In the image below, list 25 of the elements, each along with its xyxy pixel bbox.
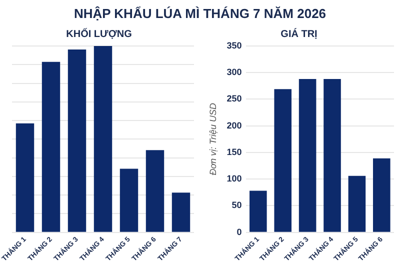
bar <box>120 168 138 232</box>
bar <box>16 123 34 232</box>
bar <box>146 150 164 232</box>
y-tick-label: 250 <box>226 94 242 104</box>
y-tick-label: 200 <box>226 120 242 130</box>
bar <box>250 190 267 232</box>
bar <box>172 192 190 232</box>
bar <box>348 176 366 232</box>
y-tick-label: 300 <box>226 67 242 78</box>
bar <box>68 50 86 232</box>
bar <box>42 62 60 232</box>
y-tick-label: 0 <box>236 226 242 237</box>
y-tick-label: 50 <box>232 200 242 210</box>
chart-title: NHẬP KHẨU LÚA MÌ THÁNG 7 NĂM 2026 <box>72 5 328 23</box>
chart-subtitle: KHỐI LƯỢNG <box>66 28 132 40</box>
bar <box>324 79 341 232</box>
y-axis-title: Đơn vị: Triệu USD <box>208 102 218 176</box>
y-tick-label: 350 <box>226 40 242 50</box>
chart-subtitle: GIÁ TRỊ <box>280 28 318 40</box>
bar <box>298 79 316 232</box>
bar <box>274 89 292 232</box>
bar <box>94 46 112 232</box>
y-tick-label: 100 <box>226 174 242 184</box>
bar <box>373 158 390 232</box>
y-tick-label: 150 <box>226 146 242 157</box>
